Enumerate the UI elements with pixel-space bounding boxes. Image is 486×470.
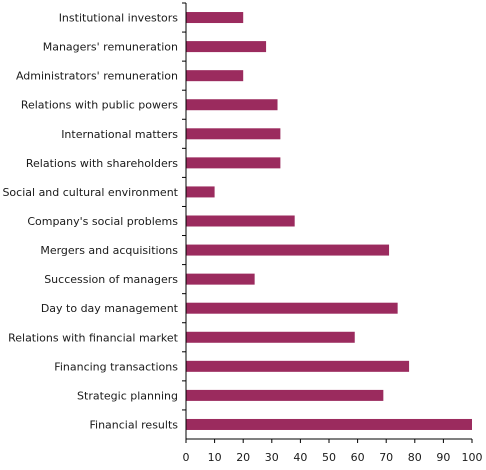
- category-label-9: Mergers and acquisitions: [40, 244, 178, 257]
- x-tick-labels-group: 0 10 20 30 40 50 60 70 80 90 100: [183, 451, 483, 464]
- category-label-5: International matters: [61, 128, 178, 141]
- bar-6: [186, 157, 281, 169]
- x-tick-label-20: 20: [236, 451, 250, 464]
- bar-5: [186, 128, 281, 140]
- category-label-13: Financing transactions: [54, 360, 178, 373]
- x-tick-label-40: 40: [293, 451, 307, 464]
- bar-15: [186, 418, 472, 430]
- category-label-10: Succession of managers: [44, 273, 178, 286]
- bar-13: [186, 360, 410, 372]
- category-label-4: Relations with public powers: [21, 99, 178, 112]
- category-label-7: Social and cultural environment: [2, 186, 178, 199]
- category-label-8: Company's social problems: [27, 215, 178, 228]
- bar-12: [186, 331, 355, 343]
- x-tick-label-90: 90: [436, 451, 450, 464]
- category-label-11: Day to day management: [41, 302, 179, 315]
- category-label-12: Relations with financial market: [8, 331, 179, 344]
- bar-8: [186, 215, 295, 227]
- bar-14: [186, 389, 384, 401]
- bar-9: [186, 244, 390, 256]
- bar-4: [186, 99, 278, 111]
- x-tick-label-50: 50: [322, 451, 336, 464]
- x-tick-label-0: 0: [183, 451, 190, 464]
- category-label-14: Strategic planning: [77, 389, 178, 402]
- x-tick-label-70: 70: [379, 451, 393, 464]
- bar-10: [186, 273, 255, 285]
- bar-7: [186, 186, 215, 198]
- bar-3: [186, 70, 244, 82]
- x-tick-label-100: 100: [462, 451, 483, 464]
- category-label-15: Financial results: [89, 418, 178, 431]
- x-tick-label-80: 80: [408, 451, 422, 464]
- bar-2: [186, 41, 267, 53]
- bars-group: [186, 12, 472, 430]
- bar-11: [186, 302, 398, 314]
- category-label-6: Relations with shareholders: [26, 157, 178, 170]
- category-label-2: Managers' remuneration: [43, 41, 178, 54]
- bar-1: [186, 12, 244, 24]
- x-tick-label-30: 30: [265, 451, 279, 464]
- axes-group: [182, 2, 473, 443]
- category-label-3: Administrators' remuneration: [16, 70, 178, 83]
- category-labels-group: Institutional investors Managers' remuner…: [2, 12, 178, 432]
- x-tick-label-60: 60: [351, 451, 365, 464]
- category-label-1: Institutional investors: [59, 12, 179, 25]
- x-tick-label-10: 10: [208, 451, 222, 464]
